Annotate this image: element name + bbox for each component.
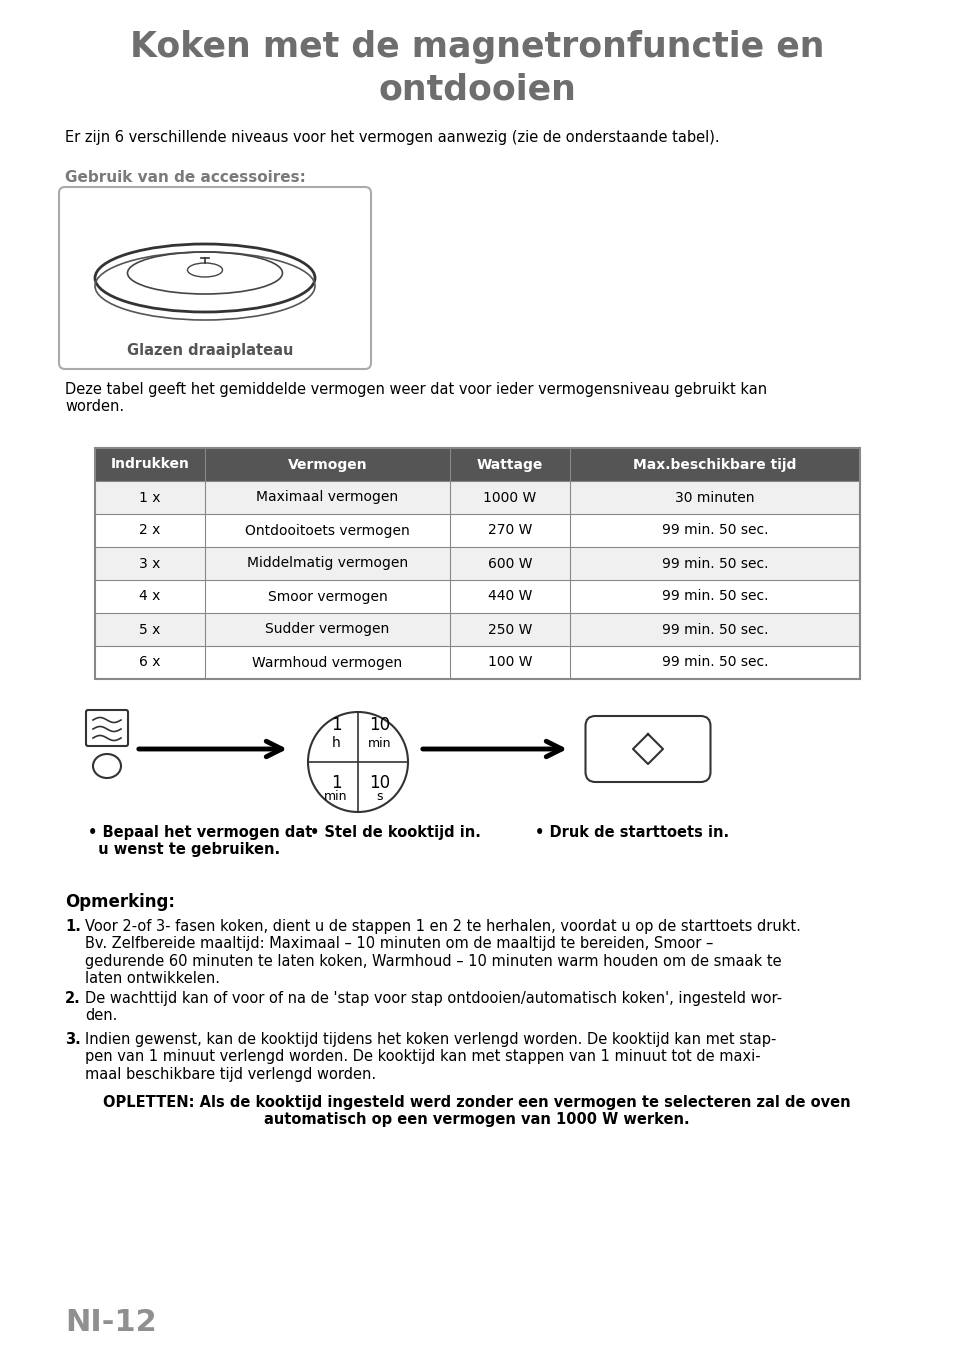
Text: • Druk de starttoets in.: • Druk de starttoets in. (535, 825, 728, 840)
Text: s: s (376, 790, 383, 802)
Text: min: min (368, 738, 392, 750)
Text: 10: 10 (369, 774, 390, 792)
Text: 99 min. 50 sec.: 99 min. 50 sec. (661, 655, 767, 670)
Text: Smoor vermogen: Smoor vermogen (268, 589, 387, 604)
Text: Maximaal vermogen: Maximaal vermogen (256, 490, 398, 504)
Text: 2.: 2. (65, 992, 81, 1006)
Text: 100 W: 100 W (487, 655, 532, 670)
Bar (95, 449, 859, 680)
Text: Opmerking:: Opmerking: (65, 893, 174, 911)
Text: • Stel de kooktijd in.: • Stel de kooktijd in. (310, 825, 480, 840)
Text: min: min (324, 790, 348, 802)
FancyBboxPatch shape (585, 716, 710, 782)
Text: 3 x: 3 x (139, 557, 160, 570)
Text: Gebruik van de accessoires:: Gebruik van de accessoires: (65, 170, 306, 185)
Text: Warmhoud vermogen: Warmhoud vermogen (253, 655, 402, 670)
Text: Deze tabel geeft het gemiddelde vermogen weer dat voor ieder vermogensniveau geb: Deze tabel geeft het gemiddelde vermogen… (65, 382, 766, 397)
Text: Indrukken: Indrukken (111, 458, 190, 471)
Text: De wachttijd kan of voor of na de 'stap voor stap ontdooien/automatisch koken', : De wachttijd kan of voor of na de 'stap … (85, 992, 781, 1024)
FancyBboxPatch shape (86, 711, 128, 746)
Bar (95, 580, 859, 613)
Text: Indien gewenst, kan de kooktijd tijdens het koken verlengd worden. De kooktijd k: Indien gewenst, kan de kooktijd tijdens … (85, 1032, 776, 1082)
Bar (95, 613, 859, 646)
Text: Vermogen: Vermogen (288, 458, 367, 471)
Text: 440 W: 440 W (487, 589, 532, 604)
FancyBboxPatch shape (59, 186, 371, 369)
Text: 3.: 3. (65, 1032, 81, 1047)
Text: worden.: worden. (65, 399, 124, 413)
Text: Wattage: Wattage (476, 458, 542, 471)
Text: 1: 1 (331, 774, 341, 792)
Text: 1: 1 (331, 716, 341, 734)
Text: 1.: 1. (65, 919, 81, 934)
Text: 6 x: 6 x (139, 655, 161, 670)
Text: 99 min. 50 sec.: 99 min. 50 sec. (661, 523, 767, 538)
Text: Koken met de magnetronfunctie en: Koken met de magnetronfunctie en (130, 30, 823, 63)
Bar (95, 513, 859, 547)
Text: h: h (332, 736, 340, 750)
Text: 600 W: 600 W (487, 557, 532, 570)
Text: 99 min. 50 sec.: 99 min. 50 sec. (661, 589, 767, 604)
Text: 2 x: 2 x (139, 523, 160, 538)
Text: 99 min. 50 sec.: 99 min. 50 sec. (661, 557, 767, 570)
Text: Er zijn 6 verschillende niveaus voor het vermogen aanwezig (zie de onderstaande : Er zijn 6 verschillende niveaus voor het… (65, 130, 719, 145)
Text: OPLETTEN: Als de kooktijd ingesteld werd zonder een vermogen te selecteren zal d: OPLETTEN: Als de kooktijd ingesteld werd… (103, 1094, 850, 1127)
Text: Ontdooitoets vermogen: Ontdooitoets vermogen (245, 523, 410, 538)
Text: 1000 W: 1000 W (483, 490, 536, 504)
Text: Middelmatig vermogen: Middelmatig vermogen (247, 557, 408, 570)
Bar (95, 449, 859, 481)
Text: 30 minuten: 30 minuten (675, 490, 754, 504)
Text: Glazen draaiplateau: Glazen draaiplateau (127, 343, 293, 358)
Text: 270 W: 270 W (487, 523, 532, 538)
Text: 1 x: 1 x (139, 490, 161, 504)
Text: ontdooien: ontdooien (377, 72, 576, 105)
Text: 10: 10 (369, 716, 390, 734)
Text: Max.beschikbare tijd: Max.beschikbare tijd (633, 458, 796, 471)
Text: NI-12: NI-12 (65, 1308, 156, 1337)
Bar (95, 646, 859, 680)
Bar (95, 547, 859, 580)
Bar (95, 481, 859, 513)
Text: Sudder vermogen: Sudder vermogen (265, 623, 389, 636)
Text: Voor 2-of 3- fasen koken, dient u de stappen 1 en 2 te herhalen, voordat u op de: Voor 2-of 3- fasen koken, dient u de sta… (85, 919, 800, 986)
Text: • Bepaal het vermogen dat
  u wenst te gebruiken.: • Bepaal het vermogen dat u wenst te geb… (88, 825, 312, 858)
Text: 99 min. 50 sec.: 99 min. 50 sec. (661, 623, 767, 636)
Text: 4 x: 4 x (139, 589, 160, 604)
Text: 250 W: 250 W (487, 623, 532, 636)
Text: 5 x: 5 x (139, 623, 160, 636)
